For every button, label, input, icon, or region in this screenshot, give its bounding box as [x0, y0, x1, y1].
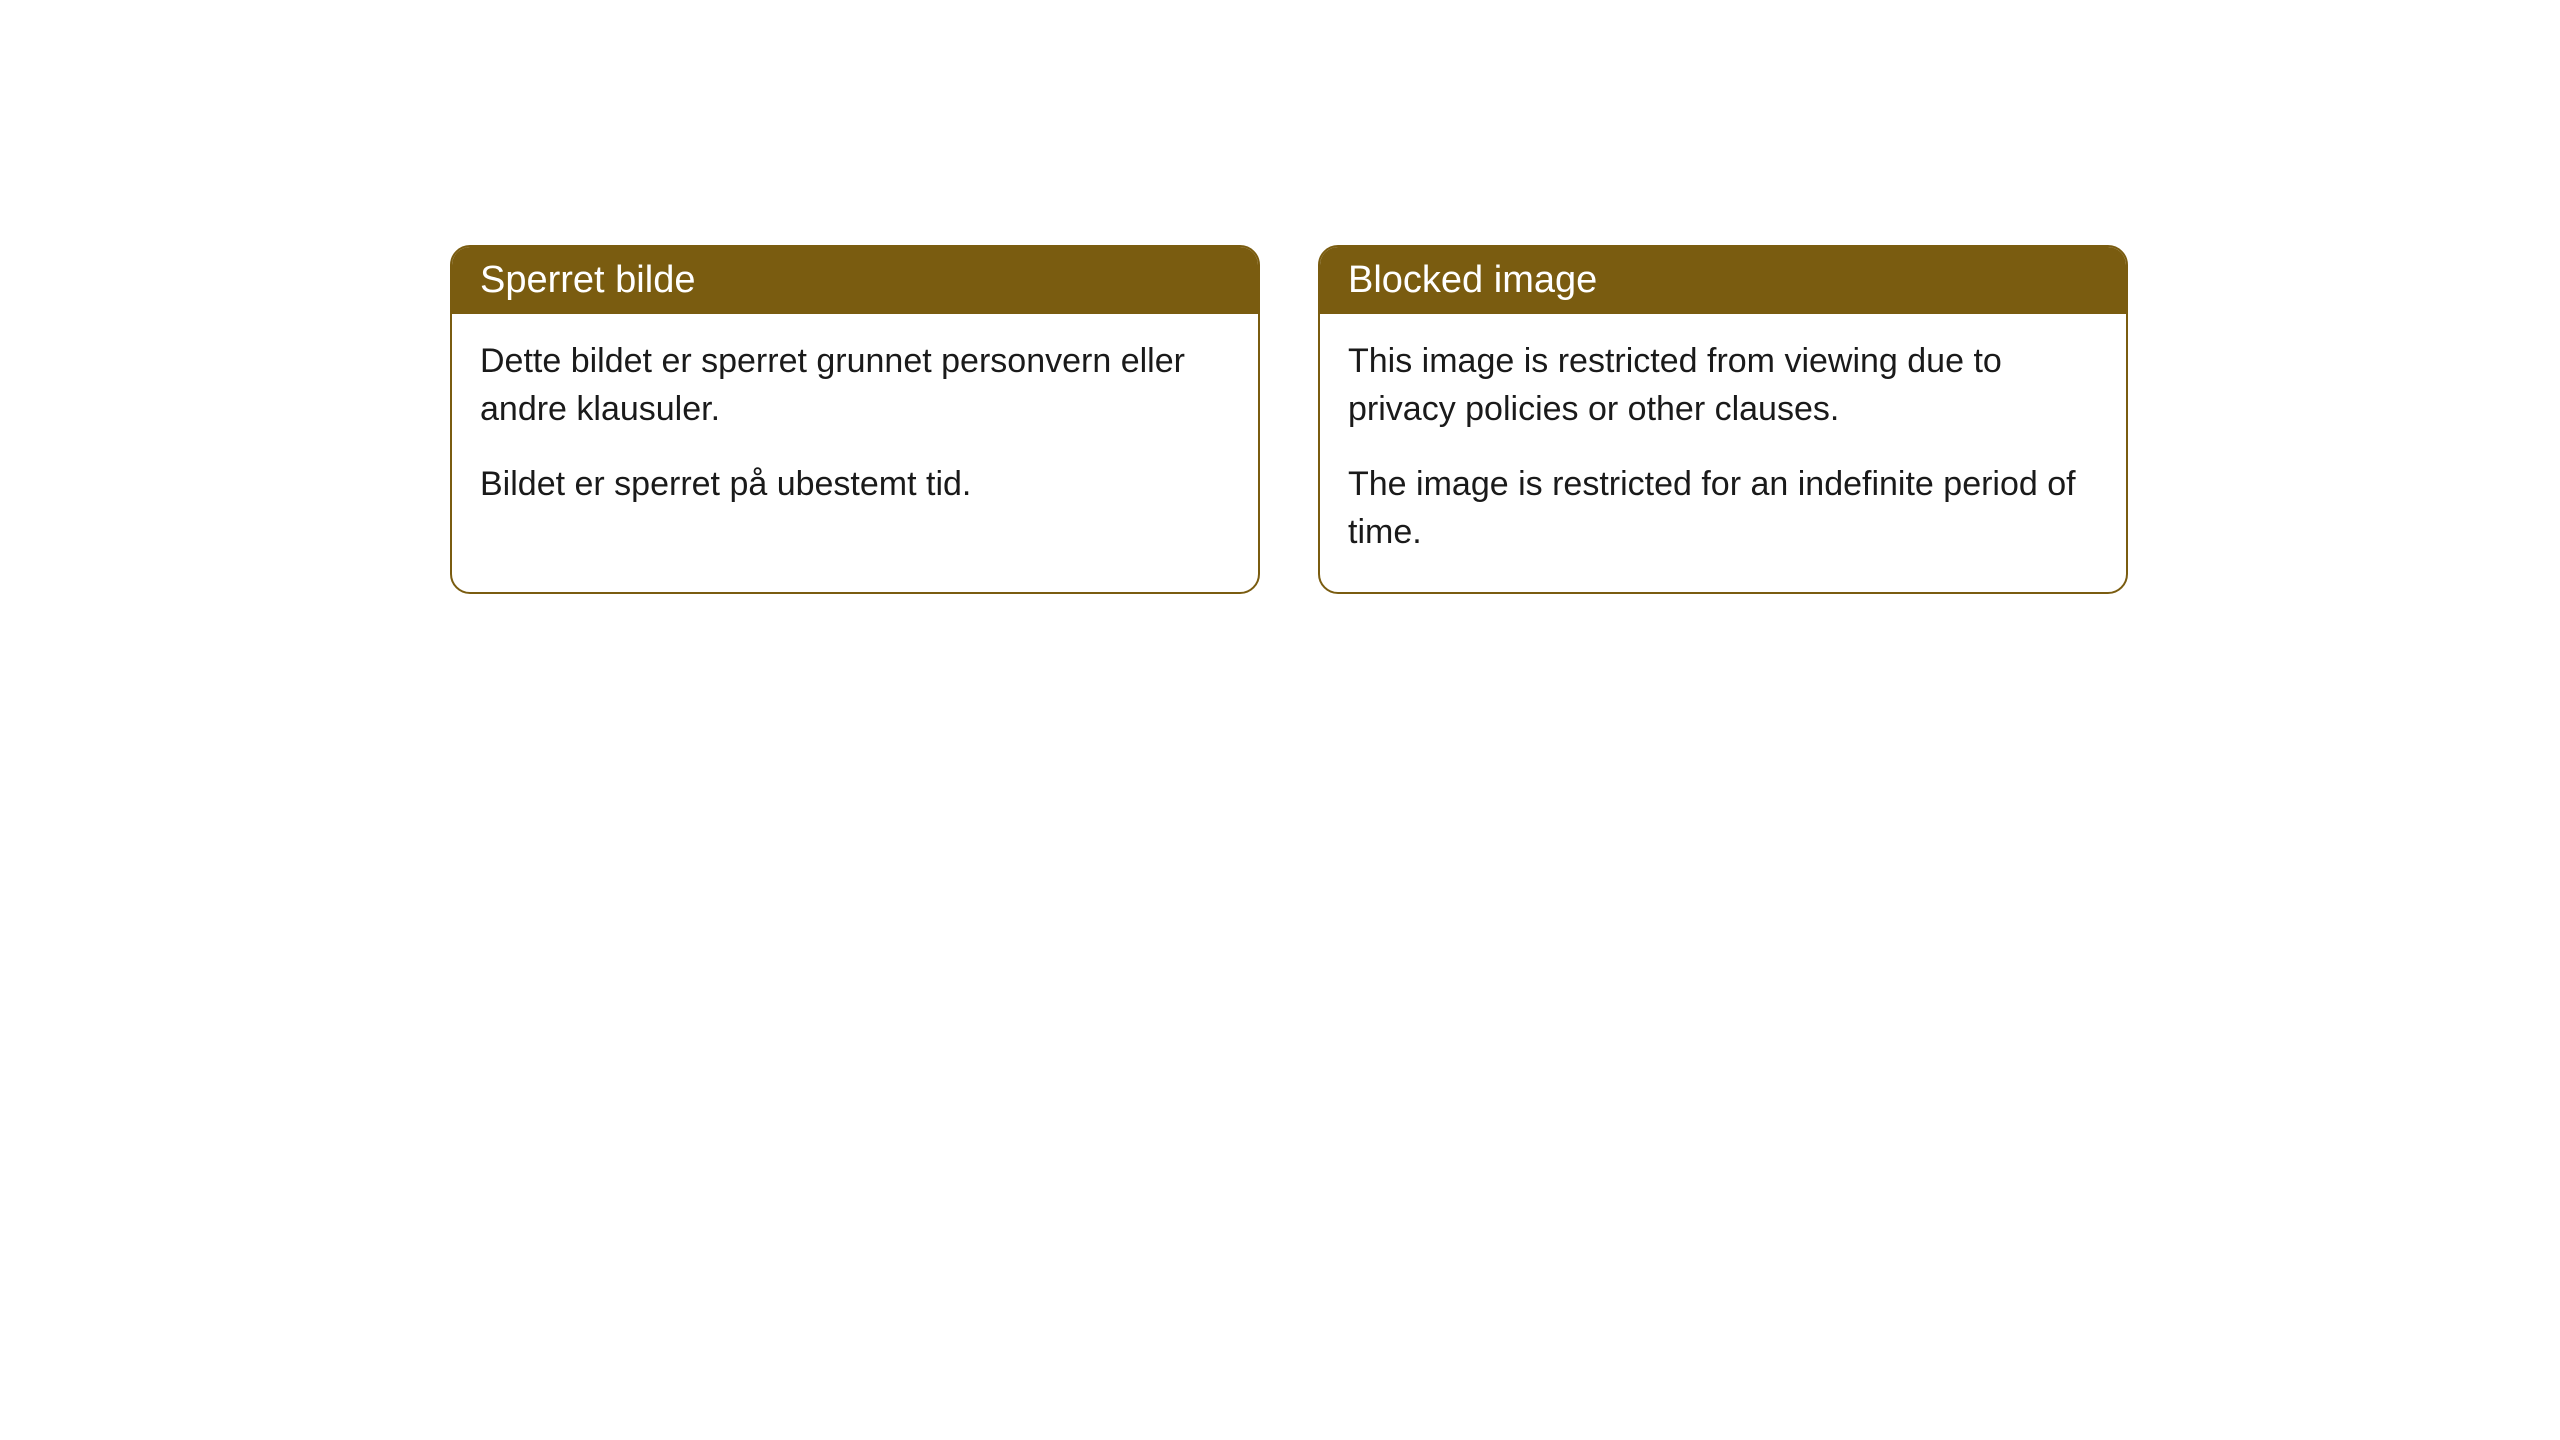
card-body-norwegian: Dette bildet er sperret grunnet personve… — [452, 314, 1258, 545]
card-paragraph-2-norwegian: Bildet er sperret på ubestemt tid. — [480, 461, 1230, 509]
card-header-english: Blocked image — [1320, 247, 2126, 314]
card-paragraph-1-english: This image is restricted from viewing du… — [1348, 338, 2098, 433]
card-paragraph-1-norwegian: Dette bildet er sperret grunnet personve… — [480, 338, 1230, 433]
card-header-norwegian: Sperret bilde — [452, 247, 1258, 314]
notice-cards-container: Sperret bilde Dette bildet er sperret gr… — [450, 245, 2560, 594]
blocked-image-card-norwegian: Sperret bilde Dette bildet er sperret gr… — [450, 245, 1260, 594]
blocked-image-card-english: Blocked image This image is restricted f… — [1318, 245, 2128, 594]
card-paragraph-2-english: The image is restricted for an indefinit… — [1348, 461, 2098, 556]
card-body-english: This image is restricted from viewing du… — [1320, 314, 2126, 592]
